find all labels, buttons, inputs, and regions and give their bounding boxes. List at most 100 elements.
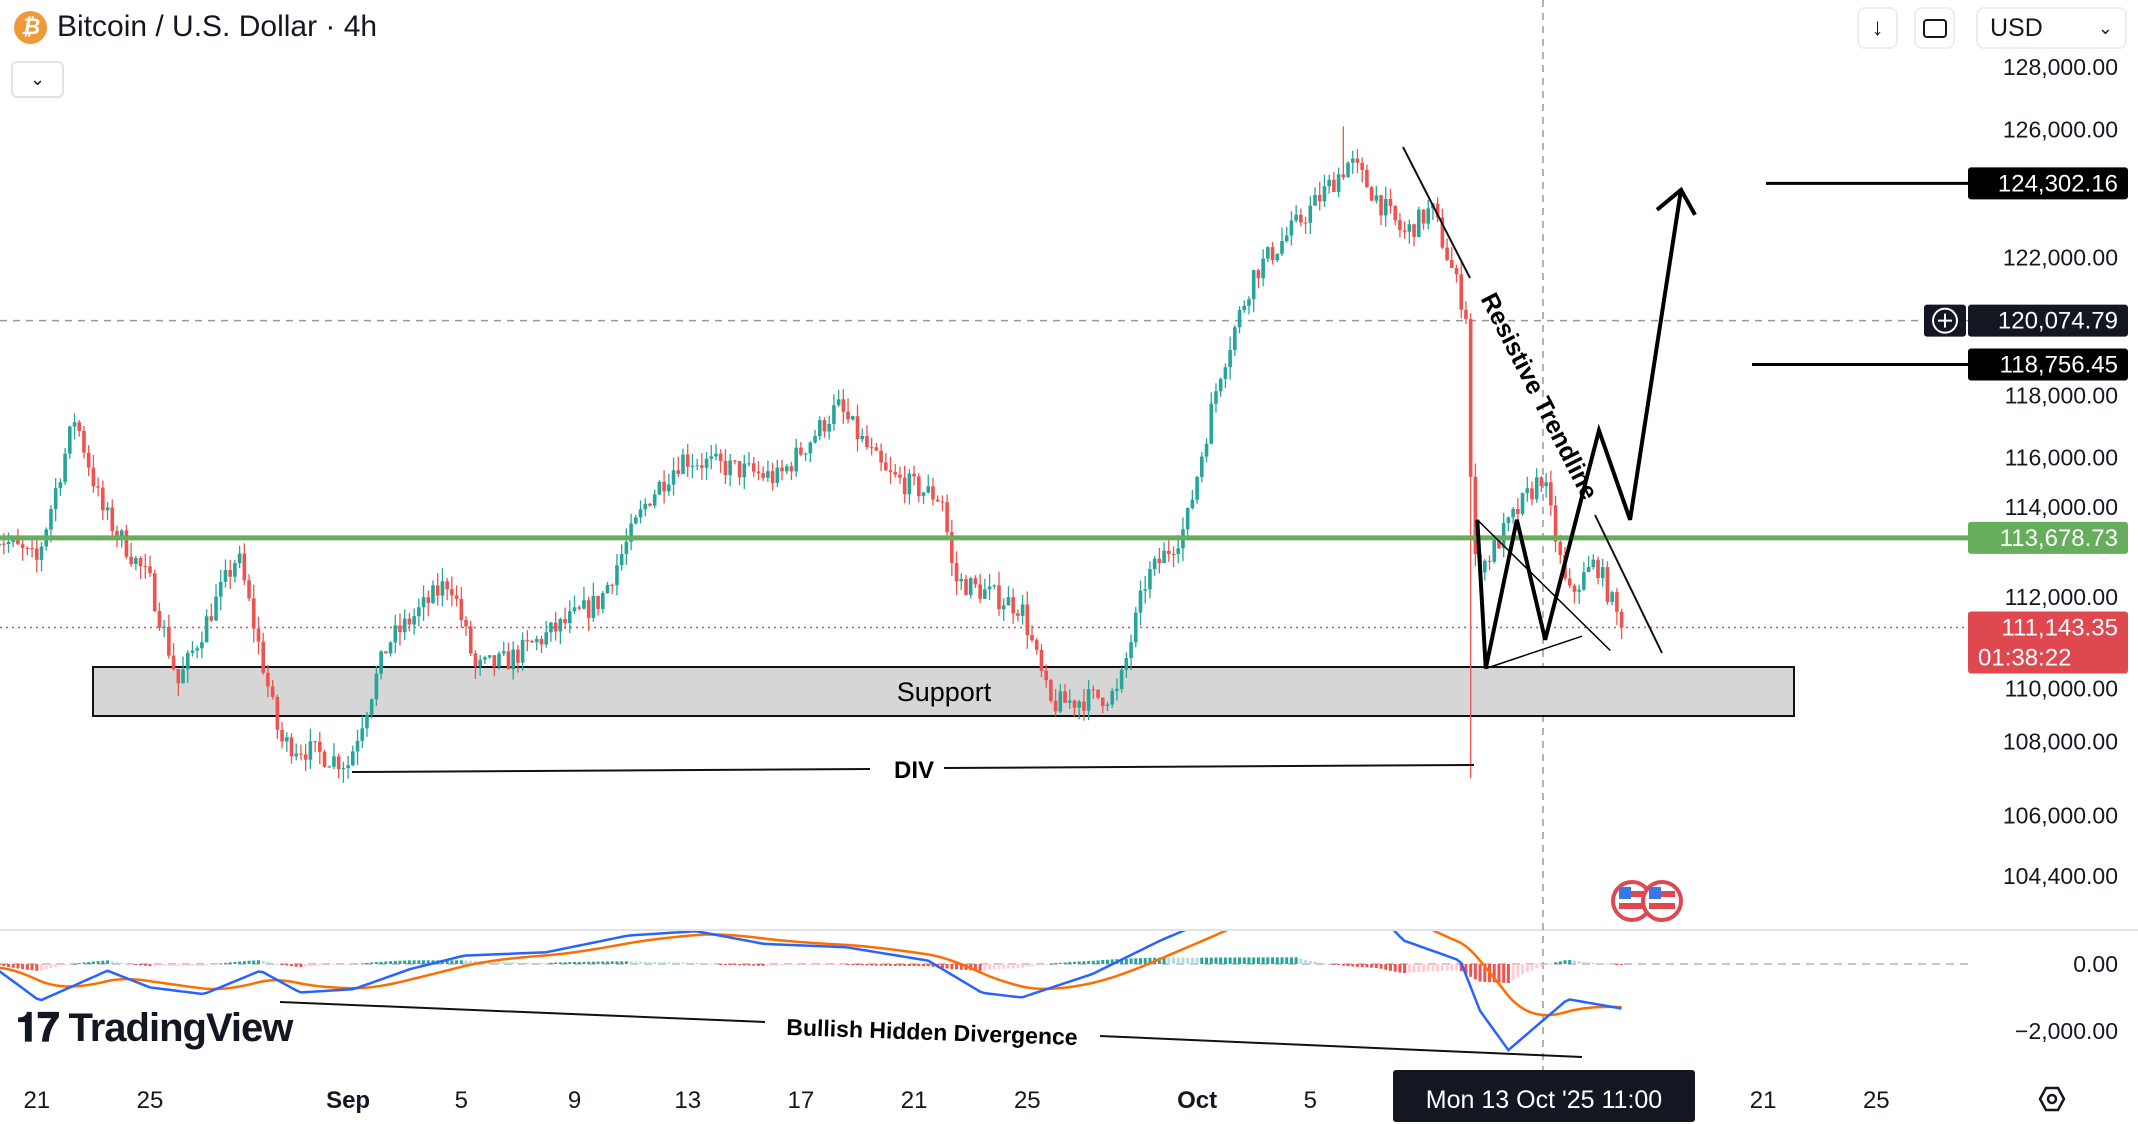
candle (751, 456, 756, 477)
macd-histogram-bar (516, 962, 520, 964)
hidden-divergence-line[interactable] (1099, 1035, 1583, 1058)
hidden-divergence-label: Bullish Hidden Divergence (786, 1014, 1078, 1050)
candle-body (35, 548, 39, 560)
candle-body (813, 436, 817, 443)
macd-histogram-bar (1516, 964, 1520, 977)
candle-body (1445, 247, 1449, 260)
candle (1289, 211, 1294, 246)
candle-body (1407, 224, 1412, 232)
candle-body (1327, 179, 1331, 187)
candle (1355, 149, 1360, 174)
candle-body (1124, 658, 1129, 670)
macd-histogram-bar (672, 962, 676, 964)
candle-body (299, 753, 303, 755)
div-line[interactable] (943, 764, 1475, 769)
candle (1261, 249, 1265, 287)
macd-histogram-bar (153, 964, 157, 967)
macd-histogram-bar (1162, 957, 1166, 964)
candle-body (789, 466, 794, 472)
macd-histogram-bar (1568, 959, 1572, 964)
macd-histogram-bar (327, 964, 331, 966)
time-axis[interactable]: 21 25 Sep 5 9 13 17 21 25 Oct 5 21 25 (23, 1086, 2066, 1114)
hidden-divergence-line[interactable] (279, 1001, 766, 1023)
candle (1416, 206, 1421, 238)
macd-histogram-bar (686, 962, 690, 964)
collapse-legend-button[interactable]: ⌄ (11, 61, 64, 98)
candle-body (690, 465, 695, 467)
candle (973, 575, 978, 589)
support-label: Support (897, 677, 992, 707)
candle (1152, 556, 1157, 576)
candle (0, 543, 1, 546)
add-alert-button[interactable] (1924, 304, 1966, 337)
candle-body (780, 467, 784, 472)
macd-histogram-bar (1464, 964, 1468, 975)
macd-histogram-bar (554, 962, 558, 964)
candle (1582, 561, 1586, 591)
time-tick: 25 (1014, 1087, 1041, 1114)
macd-histogram-bar (379, 961, 383, 964)
macd-tick: 0.00 (2073, 951, 2118, 977)
candle (63, 447, 67, 485)
download-button[interactable]: ↓ (1857, 7, 1898, 49)
candle-body (865, 435, 869, 448)
tradingview-logo[interactable]: 𝟏𝟕 TradingView (16, 1006, 293, 1051)
macd-histogram-bar (299, 964, 303, 968)
candle (662, 470, 666, 504)
macd-histogram-bar (587, 961, 591, 964)
candle (431, 580, 435, 605)
candle (1440, 208, 1445, 249)
macd-histogram-bar (983, 964, 987, 971)
candle-body (643, 503, 648, 510)
macd-histogram-bar (223, 962, 227, 964)
candle (1393, 205, 1397, 226)
div-line[interactable] (351, 768, 871, 773)
macd-histogram-bar (606, 961, 610, 964)
candle-body (667, 484, 671, 492)
macd-histogram-bar (30, 964, 34, 971)
candle (553, 611, 558, 641)
candle (1473, 463, 1478, 567)
time-tick: 9 (568, 1087, 581, 1114)
wedge-line[interactable] (1476, 519, 1611, 652)
resistive-trendline[interactable] (1594, 514, 1663, 654)
macd-line (0, 931, 1622, 1052)
macd-histogram-bar (950, 964, 954, 969)
candle-body (1534, 477, 1539, 500)
candle (1105, 701, 1110, 712)
candle (907, 469, 912, 505)
us-event-flag-icon[interactable] (1611, 880, 1653, 922)
candle-body (1511, 508, 1515, 518)
resistive-trendline[interactable] (1402, 146, 1471, 279)
currency-select[interactable]: USD ⌄ (1976, 7, 2127, 49)
candle-body (129, 556, 133, 564)
candle-body (1313, 194, 1317, 206)
candle (549, 621, 553, 642)
candle (742, 454, 747, 490)
price-axis[interactable]: 128,000.00 126,000.00 122,000.00 118,000.00… (2003, 54, 2118, 1044)
macd-histogram-bar (374, 962, 378, 964)
macd-histogram-bar (723, 964, 727, 965)
macd-histogram-bar (167, 964, 171, 967)
macd-histogram-bar (1422, 964, 1425, 972)
candle (450, 576, 454, 607)
wedge-line[interactable] (1485, 635, 1583, 670)
candle (1195, 475, 1199, 504)
symbol-title[interactable]: ₿ Bitcoin / U.S. Dollar · 4h (14, 10, 377, 44)
candle (766, 460, 770, 482)
macd-histogram-bar (907, 964, 911, 967)
us-event-flag-icon[interactable] (1641, 880, 1683, 922)
candle-body (1086, 689, 1091, 711)
settings-icon[interactable] (2038, 1086, 2066, 1112)
bitcoin-icon: ₿ (14, 10, 47, 44)
candle (761, 466, 765, 482)
candle-body (1308, 205, 1313, 223)
candle-body (1242, 305, 1247, 311)
fullscreen-button[interactable] (1914, 7, 1955, 49)
macd-histogram-bar (1039, 964, 1043, 965)
macd-histogram-bar (1139, 958, 1142, 964)
candle-body (1610, 592, 1614, 602)
target-high-price-tag: 124,302.16 (1968, 167, 2128, 200)
candle (558, 617, 563, 645)
